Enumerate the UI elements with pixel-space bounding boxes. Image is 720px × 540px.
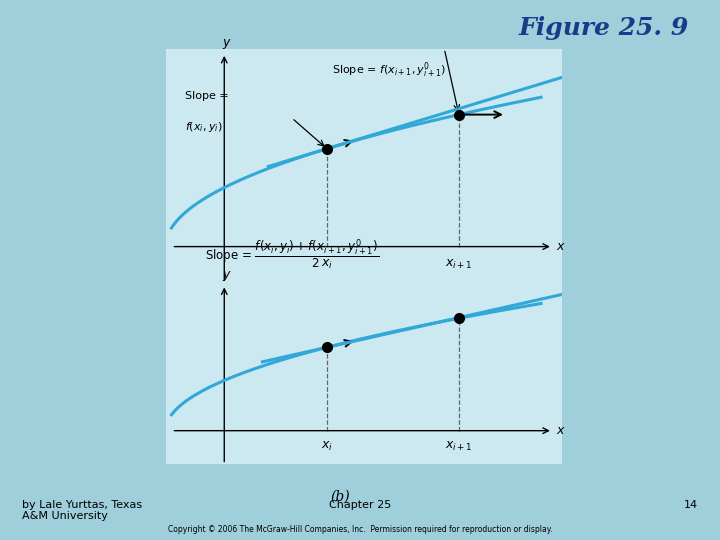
Text: $y$: $y$ [222, 37, 232, 51]
Text: $x_i$: $x_i$ [321, 258, 333, 271]
Text: $y$: $y$ [222, 269, 232, 282]
Text: $x_{i+1}$: $x_{i+1}$ [445, 258, 473, 271]
Text: (b): (b) [330, 490, 350, 504]
Text: $x$: $x$ [556, 424, 566, 437]
Text: Copyright © 2006 The McGraw-Hill Companies, Inc.  Permission required for reprod: Copyright © 2006 The McGraw-Hill Compani… [168, 524, 552, 534]
Text: $f(x_i, y_i)$: $f(x_i, y_i)$ [186, 120, 223, 134]
Text: $x_i$: $x_i$ [321, 440, 333, 453]
Text: Slope =: Slope = [186, 91, 229, 102]
Text: by Lale Yurttas, Texas
A&M University: by Lale Yurttas, Texas A&M University [22, 500, 142, 521]
Text: Chapter 25: Chapter 25 [329, 500, 391, 510]
Text: $x$: $x$ [556, 240, 566, 253]
Text: 14: 14 [684, 500, 698, 510]
Text: Slope = $\dfrac{f(x_i, y_i) + f(x_{i+1}, y^0_{i+1})}{2}$: Slope = $\dfrac{f(x_i, y_i) + f(x_{i+1},… [205, 237, 379, 270]
Text: Figure 25. 9: Figure 25. 9 [518, 16, 688, 40]
Text: (a): (a) [330, 315, 349, 329]
Text: Slope = $f(x_{i+1}, y^0_{i+1})$: Slope = $f(x_{i+1}, y^0_{i+1})$ [332, 60, 446, 80]
Text: $x_{i+1}$: $x_{i+1}$ [445, 440, 473, 453]
